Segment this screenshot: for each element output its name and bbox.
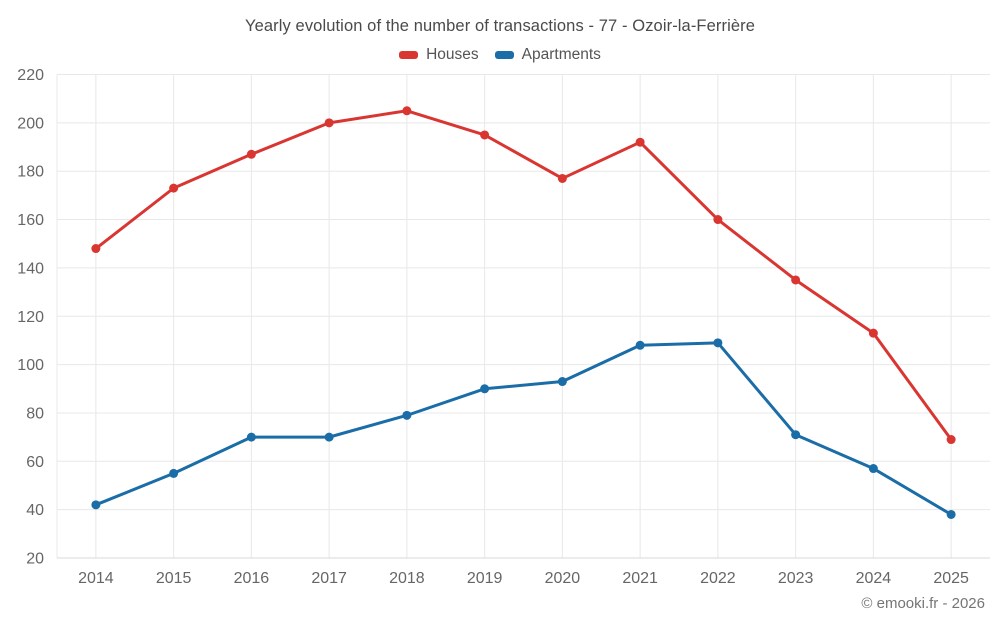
houses-data-point[interactable] bbox=[91, 244, 101, 254]
y-tick-label: 80 bbox=[26, 405, 44, 422]
houses-data-point[interactable] bbox=[791, 275, 801, 285]
houses-data-point[interactable] bbox=[635, 137, 645, 147]
houses-series-swatch-icon bbox=[399, 51, 419, 59]
x-tick-label: 2023 bbox=[778, 570, 814, 587]
apartments-data-point[interactable] bbox=[713, 338, 723, 348]
houses-series-line bbox=[94, 109, 953, 442]
apartments-data-point[interactable] bbox=[635, 340, 645, 350]
y-tick-label: 220 bbox=[17, 67, 44, 84]
apartments-data-point[interactable] bbox=[946, 509, 956, 519]
apartments-data-point[interactable] bbox=[246, 432, 256, 442]
apartments-data-point[interactable] bbox=[402, 410, 412, 420]
legend-label-houses: Houses bbox=[426, 46, 479, 63]
apartments-data-point[interactable] bbox=[169, 468, 179, 478]
y-tick-label: 40 bbox=[26, 502, 44, 519]
houses-data-point[interactable] bbox=[324, 118, 334, 128]
apartments-data-point[interactable] bbox=[868, 464, 878, 474]
x-tick-label: 2015 bbox=[156, 570, 192, 587]
x-tick-label: 2021 bbox=[622, 570, 658, 587]
copyright-attribution: © emooki.fr - 2026 bbox=[861, 595, 985, 612]
apartments-data-point[interactable] bbox=[480, 384, 490, 394]
x-tick-label: 2014 bbox=[78, 570, 114, 587]
y-tick-label: 120 bbox=[17, 309, 44, 326]
houses-data-point[interactable] bbox=[713, 215, 723, 225]
y-tick-label: 60 bbox=[26, 454, 44, 471]
y-tick-label: 200 bbox=[17, 115, 44, 132]
houses-data-point[interactable] bbox=[557, 173, 567, 183]
legend-label-apartments: Apartments bbox=[521, 46, 601, 63]
x-tick-label: 2017 bbox=[311, 570, 347, 587]
y-tick-label: 180 bbox=[17, 164, 44, 181]
apartments-data-point[interactable] bbox=[791, 430, 801, 440]
houses-data-point[interactable] bbox=[246, 149, 256, 159]
x-tick-label: 2020 bbox=[545, 570, 581, 587]
x-tick-label: 2019 bbox=[467, 570, 503, 587]
houses-data-point[interactable] bbox=[480, 130, 490, 140]
y-tick-label: 140 bbox=[17, 260, 44, 277]
x-tick-label: 2022 bbox=[700, 570, 736, 587]
chart-legend: Houses Apartments bbox=[0, 46, 1000, 64]
y-tick-label: 20 bbox=[26, 551, 44, 568]
x-tick-label: 2016 bbox=[234, 570, 270, 587]
x-tick-label: 2024 bbox=[856, 570, 892, 587]
houses-data-point[interactable] bbox=[946, 435, 956, 445]
apartments-data-point[interactable] bbox=[324, 432, 334, 442]
houses-data-point[interactable] bbox=[868, 328, 878, 338]
y-tick-label: 160 bbox=[17, 212, 44, 229]
apartments-data-point[interactable] bbox=[557, 377, 567, 387]
legend-item-houses[interactable]: Houses bbox=[399, 46, 479, 64]
chart-title: Yearly evolution of the number of transa… bbox=[245, 17, 755, 35]
x-tick-label: 2025 bbox=[933, 570, 969, 587]
y-tick-label: 100 bbox=[17, 357, 44, 374]
houses-data-point[interactable] bbox=[402, 106, 412, 116]
apartments-series-line bbox=[94, 341, 953, 516]
x-tick-label: 2018 bbox=[389, 570, 425, 587]
apartments-data-point[interactable] bbox=[91, 500, 101, 510]
legend-item-apartments[interactable]: Apartments bbox=[494, 46, 601, 64]
houses-data-point[interactable] bbox=[169, 183, 179, 193]
apartments-series-swatch-icon bbox=[494, 51, 514, 59]
